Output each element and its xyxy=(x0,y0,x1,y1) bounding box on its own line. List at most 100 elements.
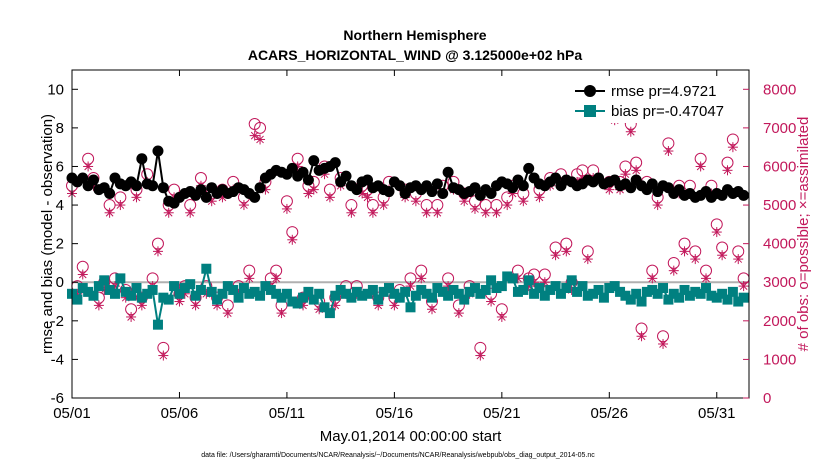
assimilated-marker xyxy=(652,200,663,211)
assimilated-marker xyxy=(502,200,513,211)
bias-point xyxy=(620,290,631,301)
legend-rmse-marker xyxy=(584,85,596,97)
rmse-point xyxy=(351,184,363,196)
bias-point xyxy=(115,273,126,284)
assimilated-marker xyxy=(83,161,94,172)
rmse-point xyxy=(738,189,750,201)
bias-point xyxy=(351,286,362,297)
bias-point xyxy=(582,290,593,301)
rmse-point xyxy=(340,170,352,182)
legend-bias-marker xyxy=(584,105,596,117)
x-tick-label: 05/31 xyxy=(698,405,736,422)
bias-point xyxy=(346,292,357,303)
rmse-point xyxy=(437,187,449,199)
y-tick-label: -2 xyxy=(51,313,64,330)
series-layer xyxy=(66,83,750,361)
bias-point xyxy=(378,286,389,297)
rmse-point xyxy=(147,180,159,192)
bias-point xyxy=(663,294,674,305)
plot-frame xyxy=(71,69,750,399)
bias-point xyxy=(271,288,282,299)
assimilated-marker xyxy=(668,265,679,276)
x-tick-label: 05/16 xyxy=(376,405,414,422)
bias-point xyxy=(469,283,480,294)
assimilated-marker xyxy=(104,207,115,218)
assimilated-marker xyxy=(453,308,464,319)
rmse-point xyxy=(485,187,497,199)
assimilated-marker xyxy=(518,196,529,207)
bias-point xyxy=(668,288,679,299)
bias-point xyxy=(566,275,577,286)
bias-point xyxy=(706,290,717,301)
y-axis-label: rmse and bias (model - observation) xyxy=(39,114,56,354)
assimilated-marker xyxy=(410,196,421,207)
assimilated-marker xyxy=(190,300,201,311)
bias-point xyxy=(389,288,400,299)
assimilated-marker xyxy=(647,273,658,284)
bias-point xyxy=(222,281,233,292)
assimilated-marker xyxy=(432,207,443,218)
assimilated-marker xyxy=(426,304,437,315)
bias-point xyxy=(550,281,561,292)
x-tick-label: 05/01 xyxy=(53,405,91,422)
bias-point xyxy=(330,290,341,301)
bias-point xyxy=(99,275,110,286)
bias-point xyxy=(244,288,255,299)
bias-point xyxy=(453,288,464,299)
bias-point xyxy=(249,286,260,297)
bias-point xyxy=(604,283,615,294)
bias-point xyxy=(733,296,744,307)
assimilated-marker xyxy=(679,246,690,257)
rmse-point xyxy=(469,182,481,194)
x-tick-label: 05/21 xyxy=(483,405,521,422)
x-tick-label: 05/11 xyxy=(269,405,305,422)
bias-point xyxy=(496,281,507,292)
assimilated-marker xyxy=(582,254,593,265)
rmse-point xyxy=(329,157,341,169)
bias-point xyxy=(255,290,266,301)
rmse-point xyxy=(426,186,438,198)
bias-point xyxy=(83,286,94,297)
chart-subtitle: ACARS_HORIZONTAL_WIND @ 3.125000e+02 hPa xyxy=(248,47,583,63)
bias-point xyxy=(104,284,115,295)
x-axis-label: May.01,2014 00:00:00 start xyxy=(320,428,502,445)
bias-point xyxy=(593,284,604,295)
bias-point xyxy=(641,286,652,297)
bias-point xyxy=(362,288,373,299)
bias-point xyxy=(287,296,298,307)
bias-point xyxy=(367,284,378,295)
bias-point xyxy=(437,286,448,297)
assimilated-marker xyxy=(496,311,507,322)
rmse-point xyxy=(507,182,519,194)
bias-point xyxy=(179,283,190,294)
bias-point xyxy=(658,283,669,294)
assimilated-marker xyxy=(324,192,335,203)
assimilated-marker xyxy=(469,203,480,214)
bias-point xyxy=(147,284,158,295)
y2-tick-label: 4000 xyxy=(763,236,796,253)
rmse-point xyxy=(646,178,658,190)
y2-tick-label: 8000 xyxy=(763,81,796,98)
assimilated-marker xyxy=(281,203,292,214)
assimilated-marker xyxy=(152,246,163,257)
bias-point xyxy=(303,286,314,297)
bias-point xyxy=(206,286,217,297)
bias-point xyxy=(341,288,352,299)
assimilated-marker xyxy=(491,207,502,218)
bias-point xyxy=(615,286,626,297)
rmse-point xyxy=(104,187,116,199)
bias-point xyxy=(72,294,83,305)
rmse-point xyxy=(87,174,99,186)
bias-point xyxy=(443,290,454,301)
x-tick-label: 05/06 xyxy=(161,405,199,422)
bias-point xyxy=(142,288,153,299)
assimilated-marker xyxy=(636,331,647,342)
bias-point xyxy=(480,284,491,295)
bias-point xyxy=(384,283,395,294)
bias-point xyxy=(631,288,642,299)
bias-point xyxy=(158,292,169,303)
assimilated-marker xyxy=(185,207,196,218)
bias-point xyxy=(405,302,416,313)
bias-point xyxy=(109,288,120,299)
assimilated-marker xyxy=(486,296,497,307)
